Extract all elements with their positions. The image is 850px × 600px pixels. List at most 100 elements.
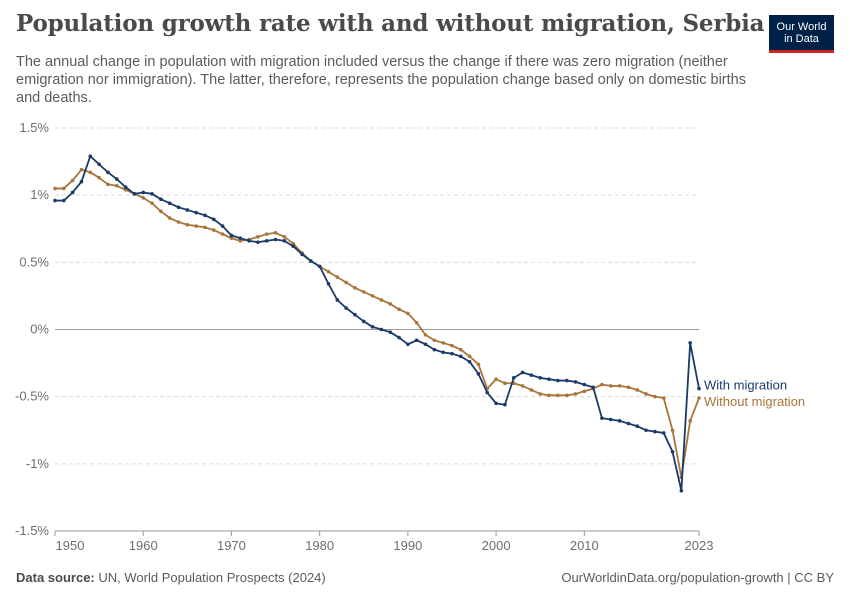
source-url-link[interactable]: OurWorldinData.org/population-growth | C… xyxy=(561,570,834,585)
with-migration-point xyxy=(264,239,269,243)
with-migration-point xyxy=(423,342,428,347)
without-migration-point xyxy=(273,230,278,235)
with-migration-point xyxy=(573,380,578,384)
with-migration-point xyxy=(564,378,569,383)
with-migration-point xyxy=(697,386,701,391)
with-migration-point xyxy=(344,306,348,310)
y-tick-label: -1.5% xyxy=(15,523,49,538)
with-migration-point xyxy=(626,421,631,426)
y-tick-label: -0.5% xyxy=(15,389,49,404)
without-migration-point xyxy=(114,183,119,188)
with-migration-point xyxy=(397,335,401,340)
with-migration-point xyxy=(79,179,84,184)
series-layer xyxy=(53,154,701,493)
without-migration-point xyxy=(476,362,481,367)
without-migration-point xyxy=(379,298,384,302)
x-tick-label: 2000 xyxy=(482,538,511,553)
data-source-text: UN, World Population Prospects (2024) xyxy=(98,570,326,585)
without-migration-point xyxy=(229,236,234,240)
with-migration-point xyxy=(247,239,251,243)
without-migration-point xyxy=(335,275,340,279)
without-migration-point xyxy=(211,228,216,232)
without-migration-point xyxy=(617,384,622,388)
logo-line-1: Our World xyxy=(776,20,827,33)
with-migration-point xyxy=(97,162,101,167)
without-migration-point xyxy=(644,392,648,396)
without-migration-point xyxy=(370,294,375,298)
axis-layer: 1.5% 1% 0.5% 0% -0.5% -1% -1.5% 1950 1960 1970 198… xyxy=(15,120,713,553)
without-migration-point xyxy=(441,341,445,345)
without-migration-point xyxy=(141,196,146,200)
without-migration-point xyxy=(291,241,295,246)
with-migration-point xyxy=(159,197,163,201)
with-migration-point xyxy=(485,390,490,395)
with-migration-line xyxy=(55,155,700,492)
data-source: Data source: UN, World Population Prospe… xyxy=(16,570,326,585)
with-migration-point xyxy=(370,325,375,329)
with-migration-point xyxy=(670,449,675,454)
with-migration-point xyxy=(335,298,340,302)
with-migration-point xyxy=(608,417,613,422)
chart-title: Population growth rate with and without … xyxy=(16,10,765,37)
without-migration-point xyxy=(194,224,198,228)
without-migration-point xyxy=(564,393,569,398)
without-migration-point xyxy=(282,235,287,239)
without-migration-point xyxy=(635,388,640,392)
logo-line-2: in Data xyxy=(784,32,819,45)
without-migration-point xyxy=(264,232,269,236)
without-migration-point xyxy=(62,186,66,191)
x-tick-label: 1990 xyxy=(393,538,422,553)
with-migration-point xyxy=(167,201,172,206)
without-migration-point xyxy=(88,170,93,175)
with-migration-point xyxy=(406,342,410,347)
without-migration-point xyxy=(176,220,181,224)
with-migration-point xyxy=(88,154,93,159)
with-migration-point xyxy=(220,224,225,228)
with-migration-point xyxy=(679,488,684,493)
x-tick-label: 1950 xyxy=(56,538,85,553)
without-migration-point xyxy=(467,354,472,359)
with-migration-point xyxy=(114,177,119,181)
x-tick-label: 1960 xyxy=(129,538,158,553)
y-tick-label: -1% xyxy=(26,456,50,471)
with-migration-point xyxy=(635,424,640,429)
without-migration-point xyxy=(79,167,84,172)
with-migration-point xyxy=(256,240,260,244)
without-migration-point xyxy=(70,178,75,183)
with-migration-point xyxy=(379,327,384,332)
without-migration-point xyxy=(529,388,534,392)
with-migration-point xyxy=(414,338,419,343)
with-migration-point xyxy=(600,416,604,420)
with-migration-point xyxy=(282,239,287,243)
with-migration-point xyxy=(132,192,137,196)
data-source-label: Data source: xyxy=(16,570,95,585)
owid-logo[interactable]: Our World in Data xyxy=(769,15,834,53)
with-migration-point xyxy=(503,402,507,407)
with-migration-point xyxy=(529,373,534,377)
without-migration-point xyxy=(494,377,498,382)
with-migration-point xyxy=(450,351,454,356)
without-migration-point xyxy=(150,201,154,206)
without-migration-point xyxy=(556,393,560,398)
with-migration-point xyxy=(53,198,57,203)
y-tick-label: 0.5% xyxy=(19,254,49,269)
without-migration-point xyxy=(256,235,260,239)
x-tick-label: 1970 xyxy=(217,538,246,553)
with-migration-point xyxy=(150,192,154,196)
without-migration-point xyxy=(520,384,525,388)
without-migration-point xyxy=(653,394,657,399)
without-migration-point xyxy=(361,290,366,294)
without-migration-point xyxy=(661,396,666,400)
without-migration-point xyxy=(353,286,357,290)
with-migration-point xyxy=(467,359,472,364)
chart-subtitle: The annual change in population with mig… xyxy=(16,54,746,106)
without-migration-point xyxy=(185,222,190,227)
with-migration-point xyxy=(194,210,198,215)
with-migration-point xyxy=(185,208,190,212)
without-migration-point xyxy=(670,428,675,433)
without-migration-point xyxy=(582,389,587,394)
without-migration-point xyxy=(600,382,604,387)
with-migration-point xyxy=(70,190,75,195)
